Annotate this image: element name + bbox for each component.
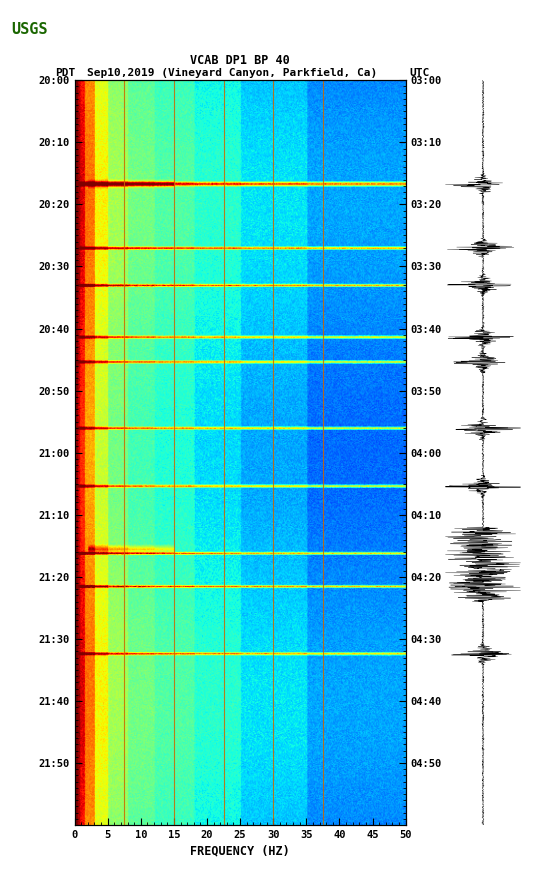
Text: USGS: USGS xyxy=(11,22,47,37)
Text: Sep10,2019 (Vineyard Canyon, Parkfield, Ca): Sep10,2019 (Vineyard Canyon, Parkfield, … xyxy=(87,68,377,78)
Text: UTC: UTC xyxy=(410,68,429,78)
X-axis label: FREQUENCY (HZ): FREQUENCY (HZ) xyxy=(190,844,290,857)
Text: PDT: PDT xyxy=(55,68,76,78)
Text: VCAB DP1 BP 40: VCAB DP1 BP 40 xyxy=(190,54,290,67)
